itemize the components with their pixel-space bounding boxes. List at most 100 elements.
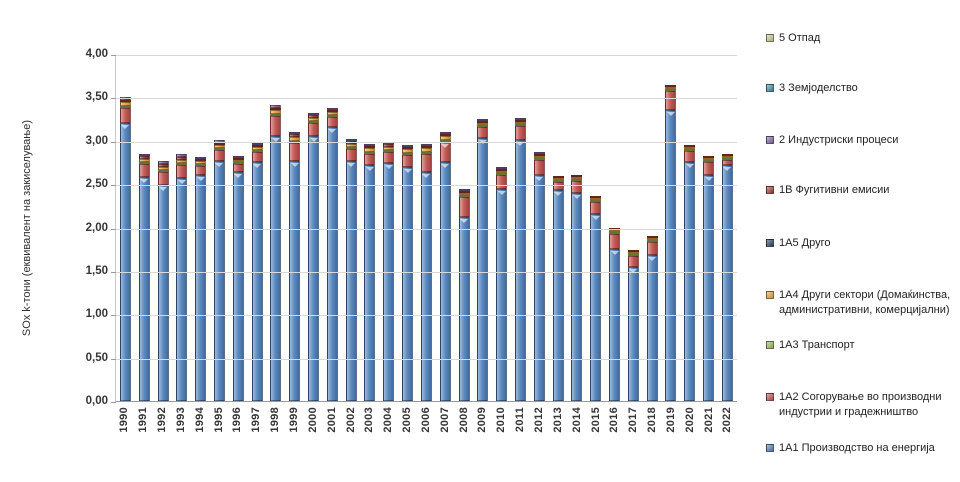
- x-slot: 2018: [643, 407, 662, 477]
- bar-2005: [402, 145, 414, 401]
- x-slot: 1994: [190, 407, 209, 477]
- x-tick-label: 2013: [551, 407, 564, 433]
- bar-segment: [402, 152, 414, 155]
- bar-segment: [496, 188, 508, 401]
- bar-slot-2018: [643, 55, 662, 401]
- legend-item: 1А3 Транспорт: [766, 338, 956, 353]
- bar-2007: [439, 132, 451, 401]
- bar-segment: [627, 252, 639, 255]
- bar-segment: [684, 149, 696, 152]
- bar-segment: [383, 150, 395, 153]
- bar-slot-2019: [662, 55, 681, 401]
- x-slot: 2001: [322, 407, 341, 477]
- bar-segment: [627, 266, 639, 401]
- bar-2018: [646, 236, 658, 401]
- legend-swatch: [766, 34, 774, 42]
- bar-segment: [721, 153, 733, 156]
- bar-segment: [195, 161, 207, 164]
- bar-2001: [326, 107, 338, 401]
- bar-2017: [627, 250, 639, 401]
- bar-segment: [383, 152, 395, 164]
- bar-segment: [270, 114, 282, 117]
- bar-segment: [684, 147, 696, 150]
- bar-segment: [326, 111, 338, 116]
- bar-segment: [232, 162, 244, 165]
- bar-segment: [364, 165, 376, 401]
- bar-segment: [383, 143, 395, 147]
- bar-segment: [514, 139, 526, 401]
- bar-1991: [138, 153, 150, 401]
- bar-segment: [420, 144, 432, 147]
- x-tick-label: 2011: [514, 407, 527, 433]
- x-slot: 1998: [266, 407, 285, 477]
- x-slot: 1991: [134, 407, 153, 477]
- bar-segment: [213, 148, 225, 151]
- bar-segment: [119, 102, 131, 106]
- bar-slot-2010: [492, 55, 511, 401]
- x-tick-label: 2018: [646, 407, 659, 433]
- bar-2013: [552, 176, 564, 401]
- bar-segment: [571, 178, 583, 181]
- bars-row: [116, 55, 737, 401]
- bar-segment: [477, 126, 489, 139]
- bar-segment: [119, 99, 131, 103]
- x-slot: 2014: [567, 407, 586, 477]
- bar-slot-2017: [624, 55, 643, 401]
- y-tick-label: 4,00: [85, 48, 108, 60]
- x-slot: 1990: [115, 407, 134, 477]
- bar-segment: [721, 157, 733, 160]
- legend-swatch: [766, 393, 774, 401]
- bar-slot-2006: [417, 55, 436, 401]
- legend-item: 1А1 Производство на енергија: [766, 441, 956, 456]
- bar-2022: [721, 153, 733, 401]
- bar-slot-2003: [361, 55, 380, 401]
- gridline: [116, 142, 737, 143]
- bar-slot-2001: [323, 55, 342, 401]
- bar-segment: [514, 122, 526, 125]
- bar-slot-2016: [605, 55, 624, 401]
- x-tick-label: 2002: [344, 407, 357, 433]
- bar-slot-1997: [248, 55, 267, 401]
- bar-segment: [590, 199, 602, 202]
- bar-segment: [458, 197, 470, 218]
- bar-segment: [420, 151, 432, 154]
- gridline: [116, 315, 737, 316]
- x-tick-label: 2005: [401, 407, 414, 433]
- bar-segment: [402, 149, 414, 153]
- bar-segment: [308, 121, 320, 124]
- bar-segment: [289, 131, 301, 135]
- bar-slot-1994: [191, 55, 210, 401]
- y-axis-title: SOx k-тони (еквивалент на закиселување): [18, 55, 36, 402]
- x-tick-label: 2000: [306, 407, 319, 433]
- x-slot: 2003: [360, 407, 379, 477]
- bar-segment: [609, 249, 621, 401]
- bar-2021: [703, 156, 715, 401]
- bar-segment: [665, 89, 677, 92]
- bar-segment: [571, 180, 583, 193]
- bar-segment: [326, 126, 338, 401]
- x-slot: 2019: [661, 407, 680, 477]
- legend-label: 2 Индустриски процеси: [779, 134, 899, 146]
- x-slot: 2015: [586, 407, 605, 477]
- bar-segment: [703, 156, 715, 159]
- bar-segment: [496, 172, 508, 175]
- bar-segment: [308, 135, 320, 401]
- bar-2010: [496, 166, 508, 401]
- bar-segment: [703, 160, 715, 163]
- legend-swatch: [766, 291, 774, 299]
- bar-slot-2009: [473, 55, 492, 401]
- bar-segment: [157, 172, 169, 185]
- bar-1993: [176, 154, 188, 401]
- bar-segment: [251, 152, 263, 163]
- bar-1994: [195, 156, 207, 401]
- bar-segment: [176, 163, 188, 166]
- bar-segment: [157, 163, 169, 167]
- gridline: [116, 229, 737, 230]
- bar-segment: [345, 143, 357, 148]
- bar-segment: [364, 143, 376, 146]
- bar-segment: [420, 153, 432, 172]
- bar-segment: [590, 201, 602, 214]
- bar-segment: [552, 190, 564, 401]
- bar-segment: [439, 141, 451, 163]
